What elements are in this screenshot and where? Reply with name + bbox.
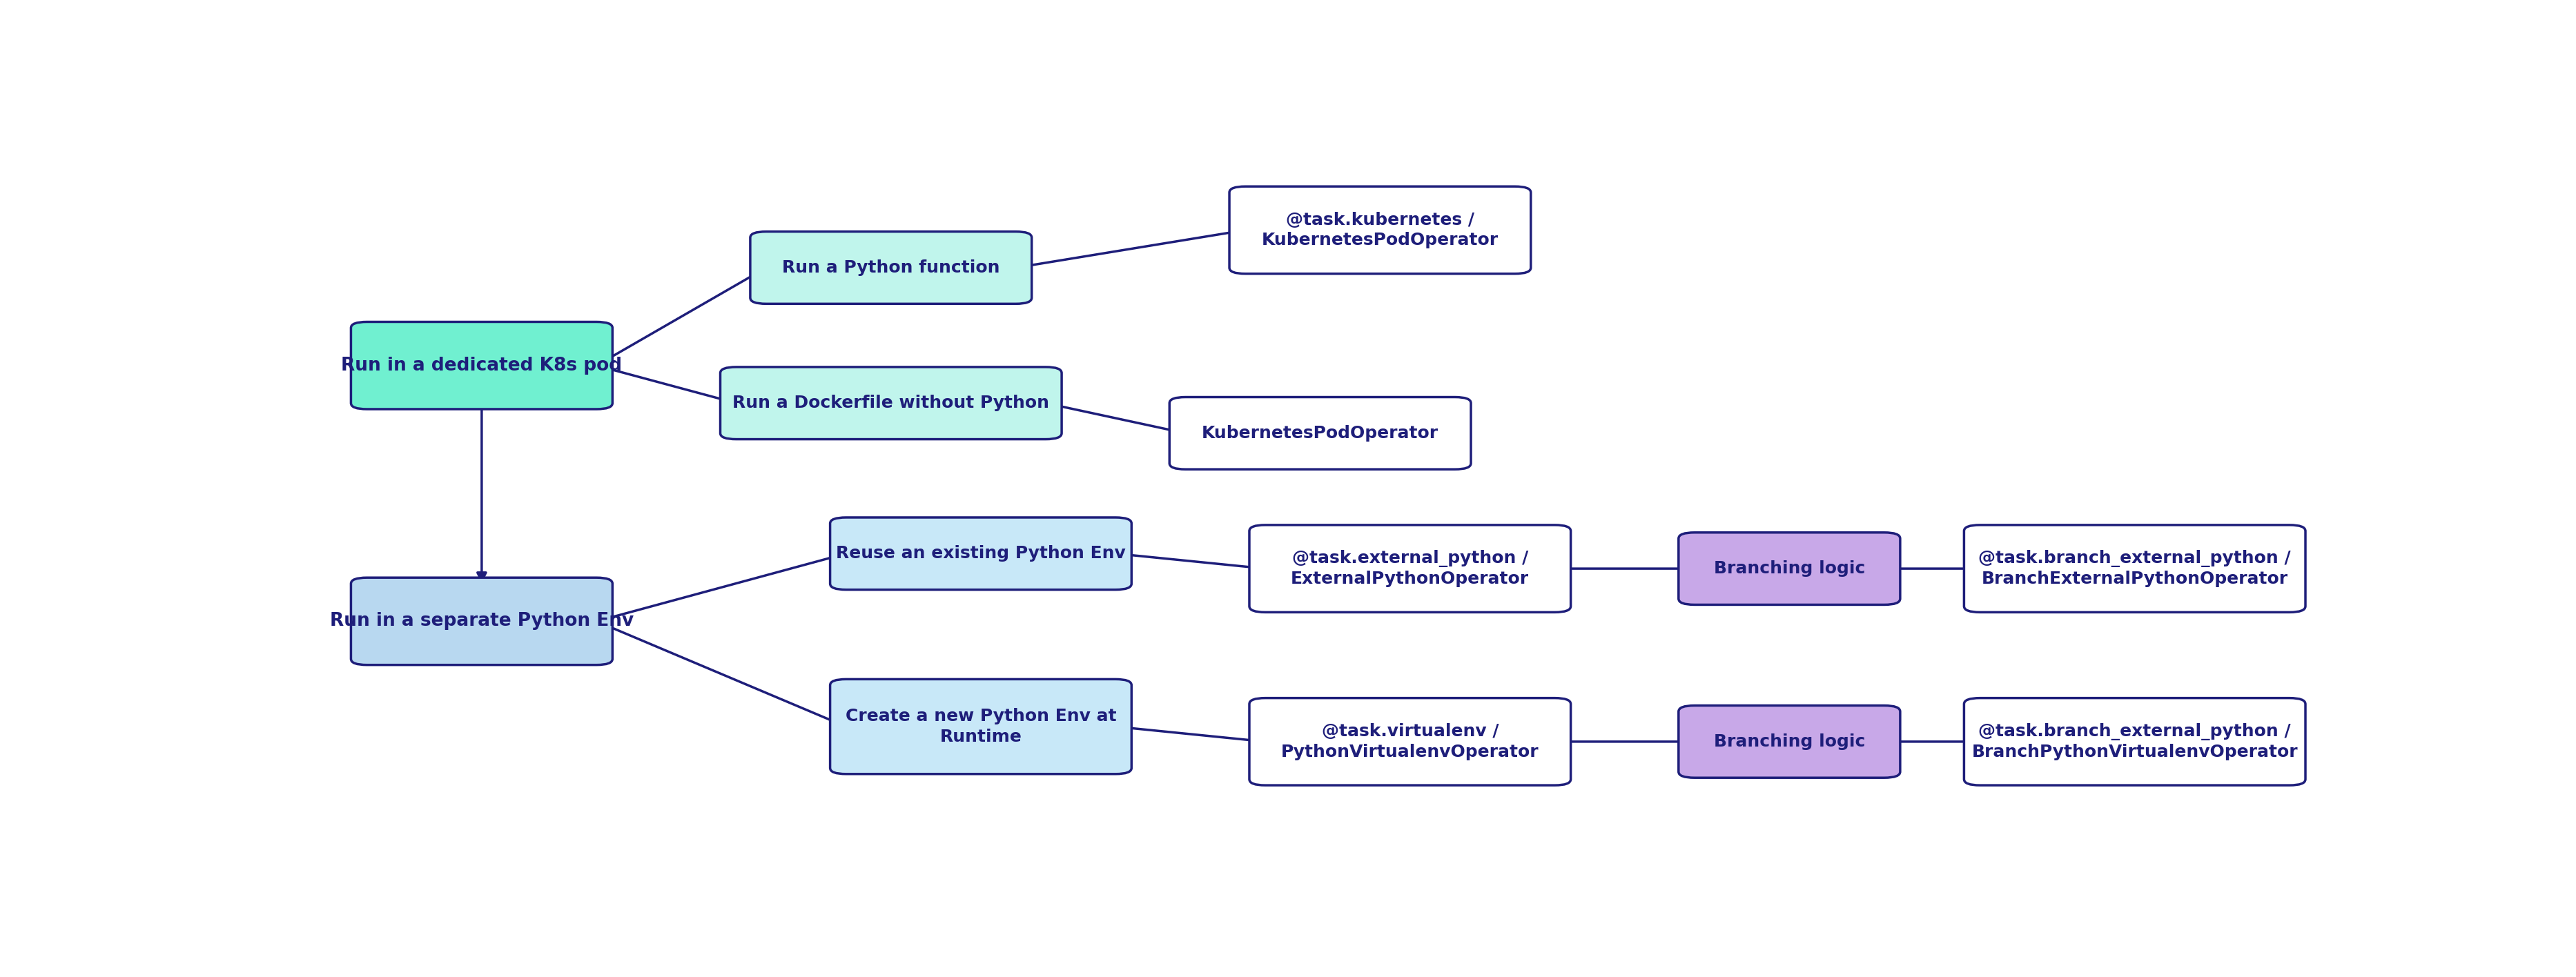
FancyBboxPatch shape	[350, 321, 613, 409]
FancyBboxPatch shape	[829, 518, 1131, 590]
Text: Create a new Python Env at
Runtime: Create a new Python Env at Runtime	[845, 708, 1115, 745]
FancyBboxPatch shape	[1963, 698, 2306, 786]
Text: Run a Python function: Run a Python function	[783, 260, 999, 276]
FancyBboxPatch shape	[1680, 705, 1901, 778]
Text: Run a Dockerfile without Python: Run a Dockerfile without Python	[732, 395, 1048, 411]
FancyBboxPatch shape	[1249, 698, 1571, 786]
FancyBboxPatch shape	[1249, 525, 1571, 613]
FancyBboxPatch shape	[829, 679, 1131, 774]
Text: Branching logic: Branching logic	[1713, 561, 1865, 576]
Text: Run in a separate Python Env: Run in a separate Python Env	[330, 613, 634, 630]
Text: Reuse an existing Python Env: Reuse an existing Python Env	[837, 545, 1126, 562]
FancyBboxPatch shape	[721, 367, 1061, 440]
FancyBboxPatch shape	[750, 232, 1033, 304]
Text: Run in a dedicated K8s pod: Run in a dedicated K8s pod	[340, 357, 623, 374]
Text: @task.kubernetes /
KubernetesPodOperator: @task.kubernetes / KubernetesPodOperator	[1262, 212, 1499, 248]
Text: KubernetesPodOperator: KubernetesPodOperator	[1203, 425, 1437, 442]
Text: @task.branch_external_python /
BranchPythonVirtualenvOperator: @task.branch_external_python / BranchPyt…	[1971, 723, 2298, 760]
FancyBboxPatch shape	[1963, 525, 2306, 613]
FancyBboxPatch shape	[350, 577, 613, 665]
Text: @task.external_python /
ExternalPythonOperator: @task.external_python / ExternalPythonOp…	[1291, 550, 1530, 587]
Text: @task.branch_external_python /
BranchExternalPythonOperator: @task.branch_external_python / BranchExt…	[1978, 550, 2290, 587]
FancyBboxPatch shape	[1170, 397, 1471, 469]
FancyBboxPatch shape	[1229, 187, 1530, 274]
FancyBboxPatch shape	[1680, 532, 1901, 605]
Text: Branching logic: Branching logic	[1713, 734, 1865, 750]
Text: @task.virtualenv /
PythonVirtualenvOperator: @task.virtualenv / PythonVirtualenvOpera…	[1280, 723, 1538, 760]
